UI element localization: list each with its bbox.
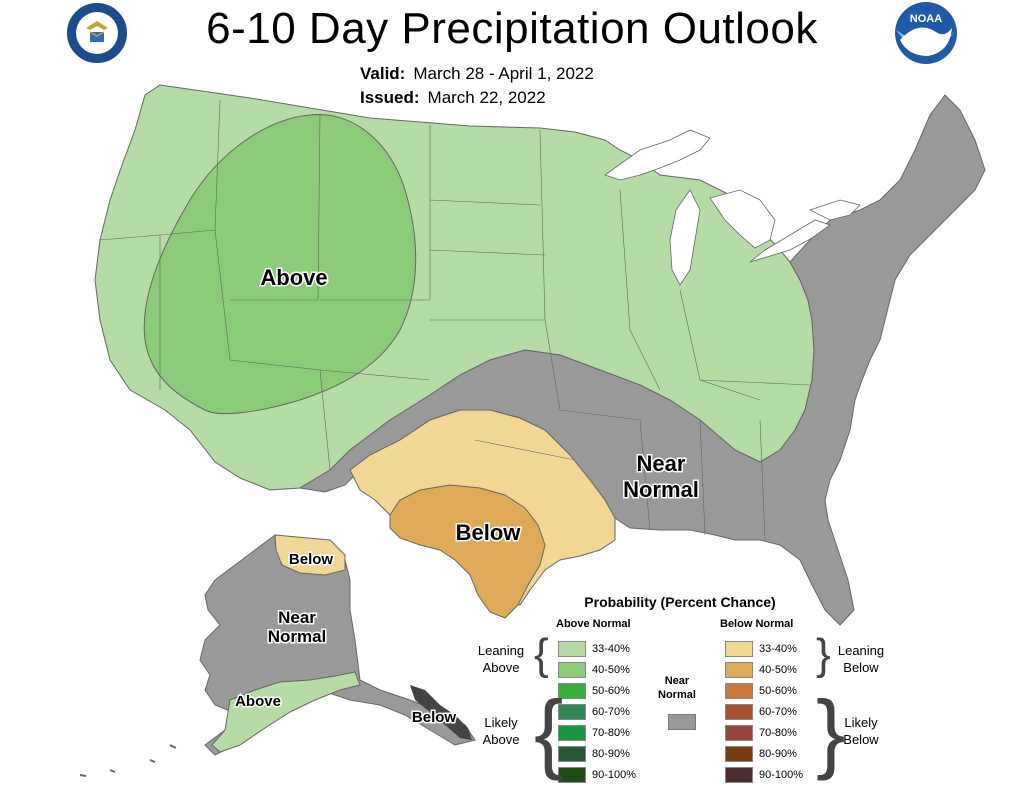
legend-below-row-4: 70-80% <box>725 722 797 743</box>
legend-above-swatch-3 <box>558 703 586 720</box>
legend-above-swatch-6 <box>558 766 586 783</box>
label-below: Below <box>456 520 522 545</box>
legend-leaning-above-line2: Above <box>482 660 520 675</box>
commerce-seal-logo <box>65 1 129 65</box>
label-ak-below-se: Below <box>412 709 457 726</box>
legend-above-swatch-0 <box>558 640 586 657</box>
legend-near-normal-label: Near Normal <box>658 674 696 702</box>
legend-above-header: Above Normal <box>556 618 631 630</box>
legend-below-label-6: 90-100% <box>759 768 804 781</box>
legend-above-label-6: 90-100% <box>592 768 637 781</box>
legend-above-row-1: 40-50% <box>558 659 630 680</box>
legend-below-header: Below Normal <box>720 618 794 630</box>
legend-above-row-5: 80-90% <box>558 743 630 764</box>
legend-below-swatch-5 <box>725 745 753 762</box>
legend-below-row-1: 40-50% <box>725 659 797 680</box>
legend-above-label-0: 33-40% <box>592 642 630 655</box>
legend-above-label-2: 50-60% <box>592 684 630 697</box>
noaa-logo: NOAA <box>895 2 957 64</box>
valid-line: Valid: March 28 - April 1, 2022 <box>360 64 594 84</box>
legend-near-line1: Near <box>664 675 690 687</box>
legend-below-swatch-2 <box>725 682 753 699</box>
legend-above-row-0: 33-40% <box>558 638 630 659</box>
legend-below-row-5: 80-90% <box>725 743 797 764</box>
legend-above-swatch-4 <box>558 724 586 741</box>
legend-near-line2: Normal <box>658 689 696 701</box>
legend-leaning-below-line2: Below <box>843 660 879 675</box>
legend-above-label-1: 40-50% <box>592 663 630 676</box>
noaa-logo-text: NOAA <box>910 13 942 25</box>
legend-brace-likely-above: { <box>534 682 564 781</box>
legend-below-swatch-1 <box>725 661 753 678</box>
legend-below-label-5: 80-90% <box>759 747 797 760</box>
legend-above-row-6: 90-100% <box>558 764 636 785</box>
alaska-panhandle-islands <box>410 685 472 740</box>
label-ak-near-line1: Near <box>278 608 316 627</box>
legend-leaning-below: Leaning Below <box>830 642 892 676</box>
legend-below-label-4: 70-80% <box>759 726 797 739</box>
legend-below-row-0: 33-40% <box>725 638 797 659</box>
legend-above-swatch-5 <box>558 745 586 762</box>
legend-likely-above: Likely Above <box>470 714 532 748</box>
legend-below-label-0: 33-40% <box>759 642 797 655</box>
label-near-normal-line2: Normal <box>623 477 699 502</box>
legend-leaning-above-line1: Leaning <box>477 643 525 658</box>
legend-below-row-2: 50-60% <box>725 680 797 701</box>
legend-above-label-3: 60-70% <box>592 705 630 718</box>
conus-below-40-50-region <box>389 484 546 619</box>
legend-above-label-5: 80-90% <box>592 747 630 760</box>
legend-leaning-below-line1: Leaning <box>837 643 885 658</box>
legend-above-row-3: 60-70% <box>558 701 630 722</box>
legend-above-swatch-1 <box>558 661 586 678</box>
legend-below-swatch-4 <box>725 724 753 741</box>
legend-above-swatch-2 <box>558 682 586 699</box>
alaska-above-region <box>211 671 361 753</box>
label-ak-below-north: Below <box>289 551 334 568</box>
legend-above-row-4: 70-80% <box>558 722 630 743</box>
legend-brace-likely-below: } <box>816 682 846 781</box>
legend-likely-above-line2: Above <box>482 732 520 747</box>
legend-below-label-1: 40-50% <box>759 663 797 676</box>
issued-value: March 22, 2022 <box>427 88 546 107</box>
legend-below-label-2: 50-60% <box>759 684 797 697</box>
legend-likely-below-line2: Below <box>843 732 879 747</box>
legend-below-label-3: 60-70% <box>759 705 797 718</box>
alaska <box>79 534 476 777</box>
legend-title: Probability (Percent Chance) <box>584 594 776 610</box>
alaska-below-north-region <box>274 534 346 576</box>
issued-label: Issued: <box>360 88 420 107</box>
legend-leaning-above: Leaning Above <box>470 642 532 676</box>
legend-below-row-6: 90-100% <box>725 764 803 785</box>
label-ak-near-line2: Normal <box>268 627 327 646</box>
legend-below-swatch-3 <box>725 703 753 720</box>
valid-value: March 28 - April 1, 2022 <box>413 64 594 83</box>
conus-above-40-50-region <box>143 113 417 415</box>
label-above: Above <box>260 265 327 290</box>
page-title: 6-10 Day Precipitation Outlook <box>206 4 818 53</box>
legend-likely-above-line1: Likely <box>484 715 518 730</box>
legend-likely-below: Likely Below <box>830 714 892 748</box>
legend: Probability (Percent Chance) Above Norma… <box>470 592 910 787</box>
state-borders <box>99 99 811 541</box>
legend-below-row-3: 60-70% <box>725 701 797 722</box>
legend-above-row-2: 50-60% <box>558 680 630 701</box>
great-lakes <box>604 129 861 286</box>
valid-label: Valid: <box>360 64 406 83</box>
legend-brace-leaning-below: } <box>816 630 831 679</box>
legend-likely-below-line1: Likely <box>844 715 878 730</box>
label-ak-above: Above <box>235 693 281 710</box>
legend-brace-leaning-above: { <box>534 630 549 679</box>
legend-near-normal-swatch <box>668 714 696 730</box>
legend-above-label-4: 70-80% <box>592 726 630 739</box>
label-near-normal-line1: Near <box>637 451 686 476</box>
legend-below-swatch-0 <box>725 640 753 657</box>
legend-below-swatch-6 <box>725 766 753 783</box>
issued-line: Issued: March 22, 2022 <box>360 88 546 108</box>
